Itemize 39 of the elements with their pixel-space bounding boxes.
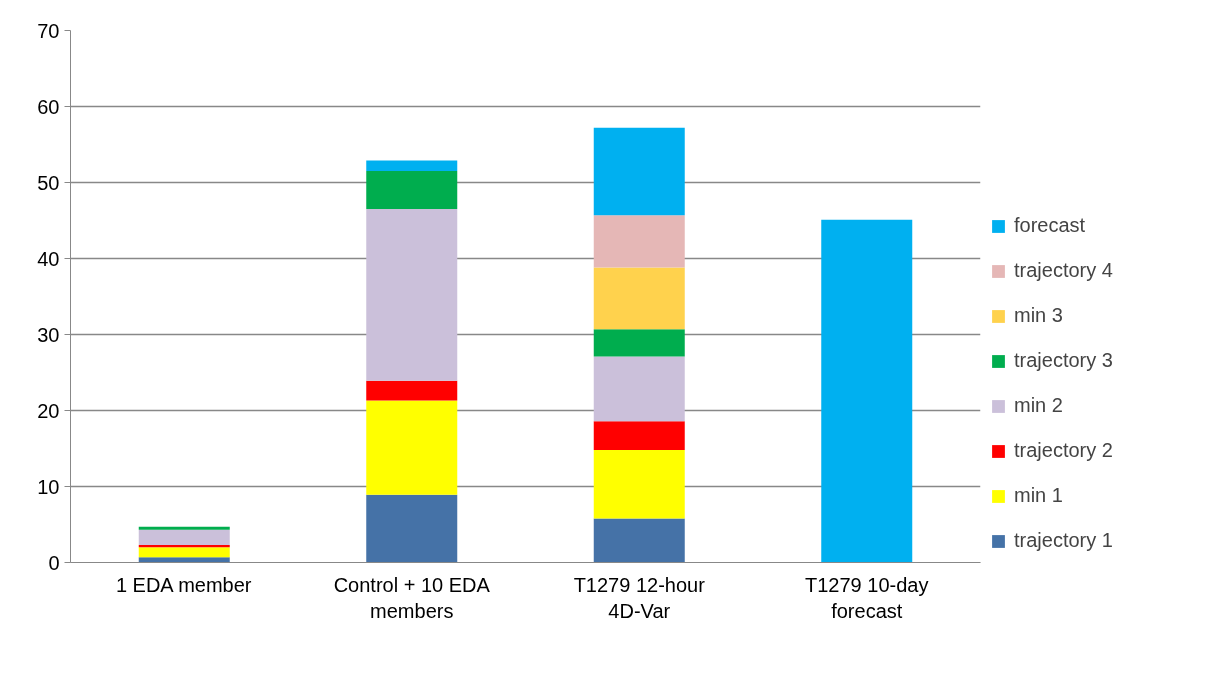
y-tick-label: 0: [48, 551, 60, 574]
legend-label: forecast: [1014, 214, 1086, 237]
legend-label: trajectory 3: [1014, 349, 1113, 372]
bar: [138, 529, 230, 546]
bar: [366, 494, 458, 563]
bar: [593, 267, 685, 330]
legend-label: min 1: [1014, 484, 1063, 507]
y-tick-label: 20: [37, 399, 60, 422]
y-tick-label: 70: [37, 19, 60, 42]
bar: [366, 160, 458, 172]
bar: [366, 380, 458, 401]
legend-label: trajectory 4: [1014, 259, 1113, 282]
bar: [138, 557, 230, 563]
bar: [593, 127, 685, 216]
legend-label: min 2: [1014, 394, 1063, 417]
bar: [593, 421, 685, 451]
legend-label: min 3: [1014, 304, 1063, 327]
y-tick-label: 60: [37, 95, 60, 118]
bar: [593, 356, 685, 422]
bar: [366, 171, 458, 210]
bar: [593, 329, 685, 357]
legend-label: trajectory 1: [1014, 529, 1113, 552]
legend-label: trajectory 2: [1014, 439, 1113, 462]
bar: [366, 400, 458, 495]
bar: [593, 215, 685, 268]
bar: [138, 526, 230, 530]
x-tick-label: T1279 12-hour 4D-Var: [573, 573, 706, 622]
bar: [366, 209, 458, 381]
bar: [821, 219, 913, 563]
x-tick-label: Control + 10 EDA members: [333, 573, 491, 622]
x-tick-label: 1 EDA member: [115, 573, 252, 596]
bar: [138, 547, 230, 558]
y-tick-label: 30: [37, 323, 60, 346]
y-tick-label: 40: [37, 247, 60, 270]
x-tick-label: T1279 10-day forecast: [805, 573, 929, 622]
y-tick-label: 10: [37, 475, 60, 498]
bar: [593, 518, 685, 563]
bar: [593, 450, 685, 519]
y-tick-label: 50: [37, 171, 60, 194]
